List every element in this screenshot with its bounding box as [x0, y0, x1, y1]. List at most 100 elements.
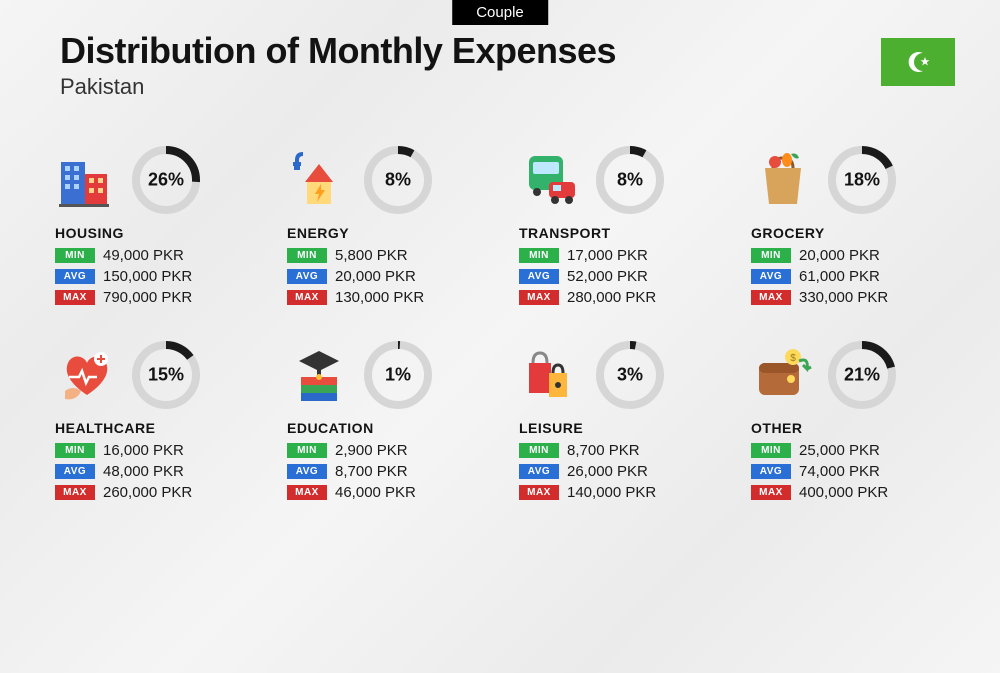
leisure-icon [519, 343, 583, 407]
page-title: Distribution of Monthly Expenses [60, 30, 940, 72]
avg-value: 61,000 PKR [799, 268, 880, 285]
stat-max: MAX 260,000 PKR [55, 484, 269, 501]
max-value: 330,000 PKR [799, 289, 888, 306]
badge-min: MIN [287, 248, 327, 263]
badge-avg: AVG [519, 464, 559, 479]
stat-avg: AVG 61,000 PKR [751, 268, 965, 285]
education-icon [287, 343, 351, 407]
percent-ring: 26% [131, 145, 201, 215]
stat-min: MIN 8,700 PKR [519, 442, 733, 459]
tab-label: Couple [452, 0, 548, 25]
avg-value: 20,000 PKR [335, 268, 416, 285]
badge-avg: AVG [287, 269, 327, 284]
max-value: 46,000 PKR [335, 484, 416, 501]
avg-value: 150,000 PKR [103, 268, 192, 285]
min-value: 8,700 PKR [567, 442, 640, 459]
header: Distribution of Monthly Expenses Pakista… [60, 30, 940, 100]
stat-min: MIN 49,000 PKR [55, 247, 269, 264]
stat-min: MIN 16,000 PKR [55, 442, 269, 459]
stat-max: MAX 140,000 PKR [519, 484, 733, 501]
badge-min: MIN [55, 443, 95, 458]
badge-min: MIN [519, 443, 559, 458]
category-card-other: $ 21% OTHER MIN 25,000 PKR AVG 74,000 PK… [751, 340, 965, 505]
category-name: LEISURE [519, 420, 733, 436]
max-value: 280,000 PKR [567, 289, 656, 306]
category-name: OTHER [751, 420, 965, 436]
stat-max: MAX 280,000 PKR [519, 289, 733, 306]
max-value: 260,000 PKR [103, 484, 192, 501]
stat-min: MIN 17,000 PKR [519, 247, 733, 264]
percent-value: 1% [385, 365, 411, 386]
badge-avg: AVG [55, 464, 95, 479]
flag-pakistan [881, 38, 955, 86]
percent-value: 8% [385, 170, 411, 191]
category-card-education: 1% EDUCATION MIN 2,900 PKR AVG 8,700 PKR… [287, 340, 501, 505]
badge-max: MAX [519, 290, 559, 305]
percent-ring: 1% [363, 340, 433, 410]
badge-max: MAX [55, 290, 95, 305]
avg-value: 74,000 PKR [799, 463, 880, 480]
page-subtitle: Pakistan [60, 74, 940, 100]
badge-min: MIN [519, 248, 559, 263]
badge-max: MAX [751, 485, 791, 500]
min-value: 20,000 PKR [799, 247, 880, 264]
stat-max: MAX 400,000 PKR [751, 484, 965, 501]
percent-ring: 21% [827, 340, 897, 410]
category-name: GROCERY [751, 225, 965, 241]
category-card-transport: 8% TRANSPORT MIN 17,000 PKR AVG 52,000 P… [519, 145, 733, 310]
stat-min: MIN 5,800 PKR [287, 247, 501, 264]
transport-icon [519, 148, 583, 212]
stat-avg: AVG 74,000 PKR [751, 463, 965, 480]
category-card-grocery: 18% GROCERY MIN 20,000 PKR AVG 61,000 PK… [751, 145, 965, 310]
category-card-energy: 8% ENERGY MIN 5,800 PKR AVG 20,000 PKR M… [287, 145, 501, 310]
min-value: 2,900 PKR [335, 442, 408, 459]
avg-value: 26,000 PKR [567, 463, 648, 480]
housing-icon [55, 148, 119, 212]
avg-value: 52,000 PKR [567, 268, 648, 285]
min-value: 16,000 PKR [103, 442, 184, 459]
badge-max: MAX [287, 290, 327, 305]
healthcare-icon [55, 343, 119, 407]
percent-value: 18% [844, 170, 880, 191]
badge-min: MIN [751, 248, 791, 263]
badge-max: MAX [751, 290, 791, 305]
avg-value: 48,000 PKR [103, 463, 184, 480]
percent-ring: 8% [595, 145, 665, 215]
stat-max: MAX 46,000 PKR [287, 484, 501, 501]
min-value: 49,000 PKR [103, 247, 184, 264]
badge-max: MAX [519, 485, 559, 500]
other-icon: $ [751, 343, 815, 407]
category-card-housing: 26% HOUSING MIN 49,000 PKR AVG 150,000 P… [55, 145, 269, 310]
max-value: 400,000 PKR [799, 484, 888, 501]
percent-value: 26% [148, 170, 184, 191]
badge-avg: AVG [55, 269, 95, 284]
badge-min: MIN [751, 443, 791, 458]
badge-avg: AVG [519, 269, 559, 284]
min-value: 17,000 PKR [567, 247, 648, 264]
stat-avg: AVG 26,000 PKR [519, 463, 733, 480]
stat-avg: AVG 8,700 PKR [287, 463, 501, 480]
percent-ring: 3% [595, 340, 665, 410]
max-value: 790,000 PKR [103, 289, 192, 306]
stat-min: MIN 20,000 PKR [751, 247, 965, 264]
max-value: 140,000 PKR [567, 484, 656, 501]
percent-ring: 8% [363, 145, 433, 215]
badge-min: MIN [287, 443, 327, 458]
stat-max: MAX 790,000 PKR [55, 289, 269, 306]
percent-value: 21% [844, 365, 880, 386]
badge-max: MAX [287, 485, 327, 500]
min-value: 5,800 PKR [335, 247, 408, 264]
stat-max: MAX 330,000 PKR [751, 289, 965, 306]
category-card-healthcare: 15% HEALTHCARE MIN 16,000 PKR AVG 48,000… [55, 340, 269, 505]
stat-avg: AVG 48,000 PKR [55, 463, 269, 480]
stat-min: MIN 2,900 PKR [287, 442, 501, 459]
percent-value: 15% [148, 365, 184, 386]
percent-value: 3% [617, 365, 643, 386]
avg-value: 8,700 PKR [335, 463, 408, 480]
grocery-icon [751, 148, 815, 212]
min-value: 25,000 PKR [799, 442, 880, 459]
percent-value: 8% [617, 170, 643, 191]
percent-ring: 18% [827, 145, 897, 215]
stat-avg: AVG 20,000 PKR [287, 268, 501, 285]
badge-max: MAX [55, 485, 95, 500]
